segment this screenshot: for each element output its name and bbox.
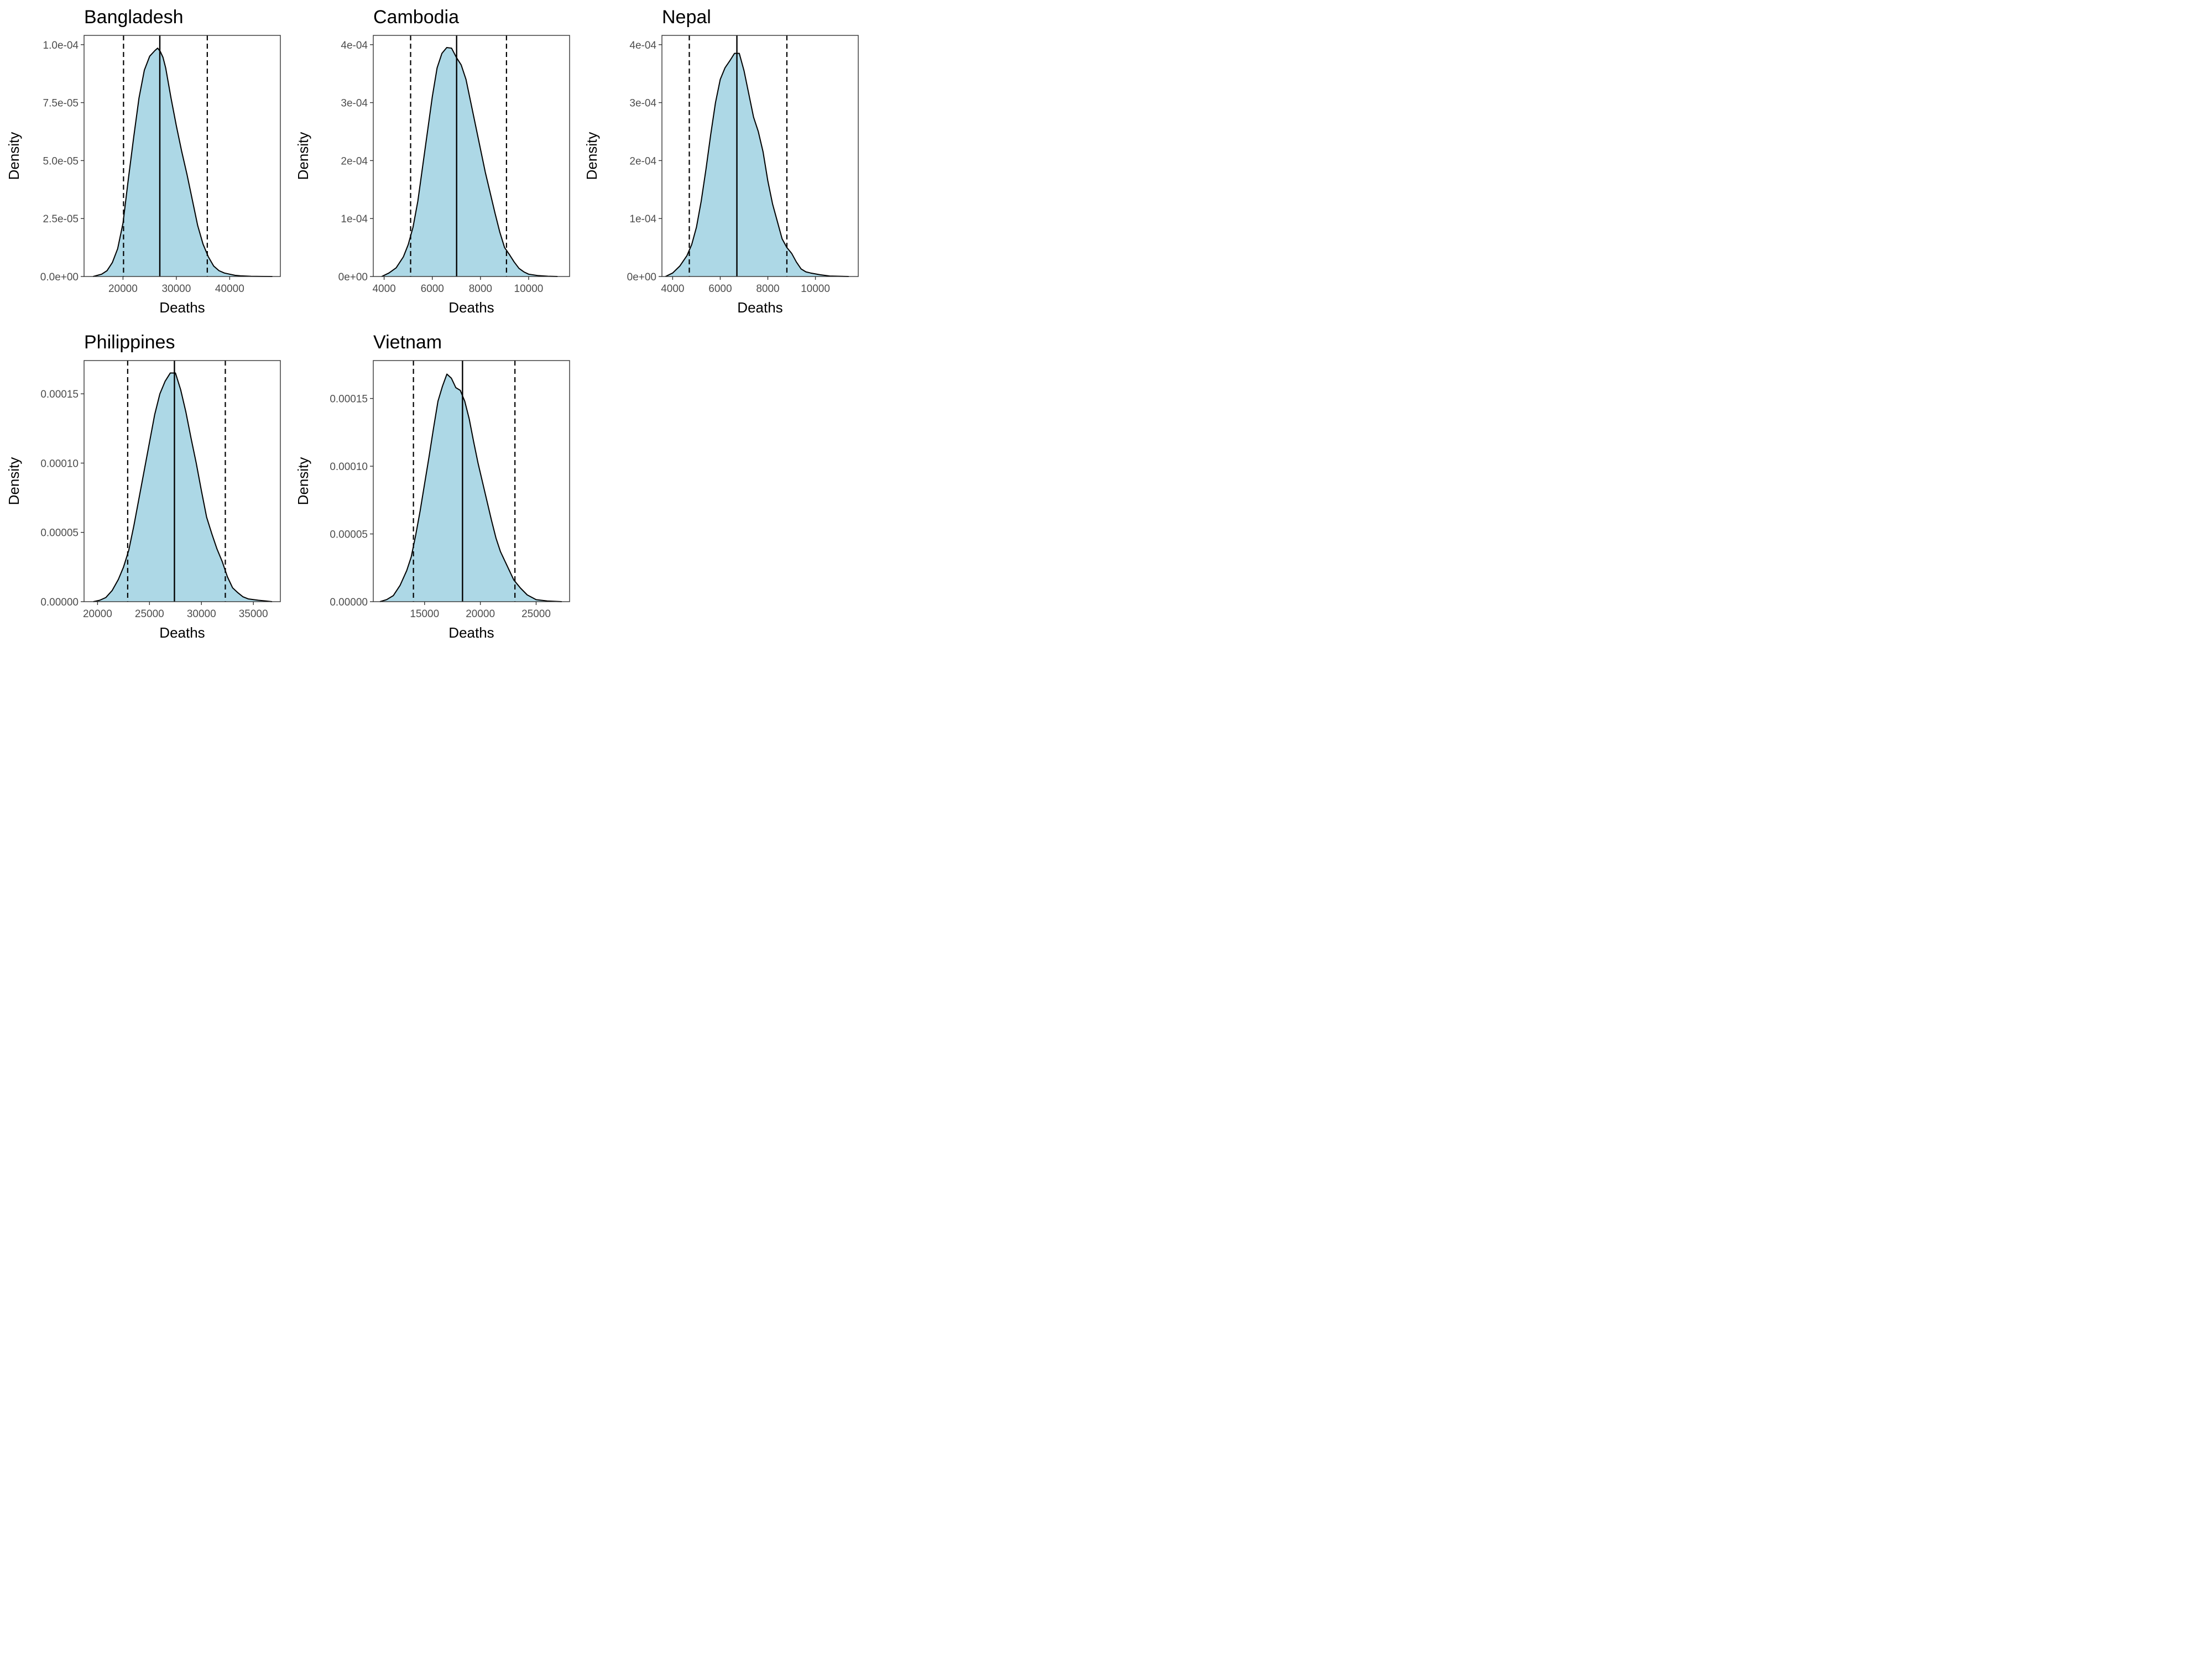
- x-tick-label: 20000: [466, 608, 495, 620]
- panel-philippines: Philippines 20000 25000 30000 35000 0.00000 0.…: [6, 332, 281, 641]
- density-curve: [381, 47, 558, 277]
- y-axis-label: Density: [6, 132, 22, 180]
- y-tick-label: 0.00015: [330, 394, 368, 405]
- y-axis-label: Density: [583, 132, 600, 180]
- y-axis-label: Density: [295, 132, 311, 180]
- x-tick-label: 25000: [135, 608, 164, 620]
- y-tick-label: 0.00015: [40, 389, 79, 400]
- y-tick-label: 2.5e-05: [43, 213, 79, 225]
- y-tick-label: 2e-04: [341, 155, 368, 167]
- panel-title: Bangladesh: [84, 7, 184, 28]
- y-tick-label: 7.5e-05: [43, 98, 79, 109]
- panel-bangladesh: Bangladesh 20000 30000 40000 0.0e+00 2.5e-05 5…: [6, 7, 281, 316]
- panel-title: Vietnam: [373, 332, 442, 353]
- panel-border: [373, 35, 570, 277]
- x-tick-label: 30000: [187, 608, 216, 620]
- x-tick-label: 25000: [521, 608, 551, 620]
- x-tick-label: 6000: [708, 283, 732, 295]
- x-tick-label: 6000: [421, 283, 444, 295]
- y-tick-label: 0.00005: [40, 528, 79, 539]
- x-tick-label: 8000: [469, 283, 492, 295]
- y-tick-label: 0.00000: [40, 597, 79, 608]
- y-tick-label: 3e-04: [629, 98, 656, 109]
- panel-border: [373, 360, 570, 602]
- x-tick-label: 10000: [801, 283, 830, 295]
- x-tick-label: 20000: [83, 608, 112, 620]
- x-axis-label: Deaths: [159, 624, 205, 641]
- x-tick-label: 35000: [239, 608, 268, 620]
- y-tick-label: 1e-04: [629, 213, 656, 225]
- density-curve: [93, 372, 273, 602]
- y-axis-label: Density: [6, 457, 22, 505]
- y-tick-label: 0.00000: [330, 597, 368, 608]
- x-tick-label: 15000: [410, 608, 439, 620]
- density-area: [93, 48, 273, 276]
- panel-title: Philippines: [84, 332, 175, 353]
- figure-canvas: Bangladesh 20000 30000 40000 0.0e+00 2.5e-05 5…: [6, 7, 859, 641]
- y-tick-label: 0.00010: [40, 458, 79, 469]
- x-tick-label: 4000: [661, 283, 684, 295]
- x-tick-label: 20000: [108, 283, 138, 295]
- y-axis-label: Density: [295, 457, 311, 505]
- y-tick-label: 0.00005: [330, 529, 368, 541]
- panel-border: [84, 360, 281, 602]
- panel-nepal: Nepal 4000 6000 8000 10000 0e+00 1e-04 2e-04 3e-…: [583, 7, 859, 316]
- y-tick-label: 0.00010: [330, 461, 368, 473]
- panel-title: Nepal: [662, 7, 711, 28]
- x-axis-label: Deaths: [159, 299, 205, 316]
- y-tick-label: 4e-04: [629, 40, 656, 51]
- y-tick-label: 4e-04: [341, 40, 368, 51]
- panel-cambodia: Cambodia 4000 6000 8000 10000 0e+00 1e-04 2e-04…: [295, 7, 570, 316]
- density-area: [380, 374, 562, 602]
- y-tick-label: 1e-04: [341, 213, 368, 225]
- density-curve: [93, 48, 273, 277]
- x-tick-label: 4000: [372, 283, 395, 295]
- x-axis-label: Deaths: [448, 624, 494, 641]
- x-axis-label: Deaths: [448, 299, 494, 316]
- y-tick-label: 3e-04: [341, 98, 368, 109]
- density-area: [382, 48, 558, 276]
- y-tick-label: 0.0e+00: [40, 272, 79, 283]
- panel-title: Cambodia: [373, 7, 459, 28]
- density-figure: Bangladesh 20000 30000 40000 0.0e+00 2.5e-05 5…: [0, 0, 867, 650]
- panel-border: [661, 35, 859, 277]
- x-tick-label: 40000: [215, 283, 244, 295]
- y-tick-label: 1.0e-04: [43, 40, 79, 51]
- density-area: [93, 373, 272, 602]
- y-tick-label: 0e+00: [338, 272, 368, 283]
- y-tick-label: 2e-04: [629, 155, 656, 167]
- panel-border: [84, 35, 281, 277]
- x-tick-label: 10000: [514, 283, 544, 295]
- x-tick-label: 30000: [161, 283, 191, 295]
- density-curve: [665, 53, 849, 277]
- x-tick-label: 8000: [756, 283, 779, 295]
- density-area: [665, 53, 849, 277]
- panel-vietnam: Vietnam 15000 20000 25000 0.00000 0.00005 0.00…: [295, 332, 570, 641]
- x-axis-label: Deaths: [737, 299, 782, 316]
- y-tick-label: 0e+00: [627, 272, 656, 283]
- y-tick-label: 5.0e-05: [43, 155, 79, 167]
